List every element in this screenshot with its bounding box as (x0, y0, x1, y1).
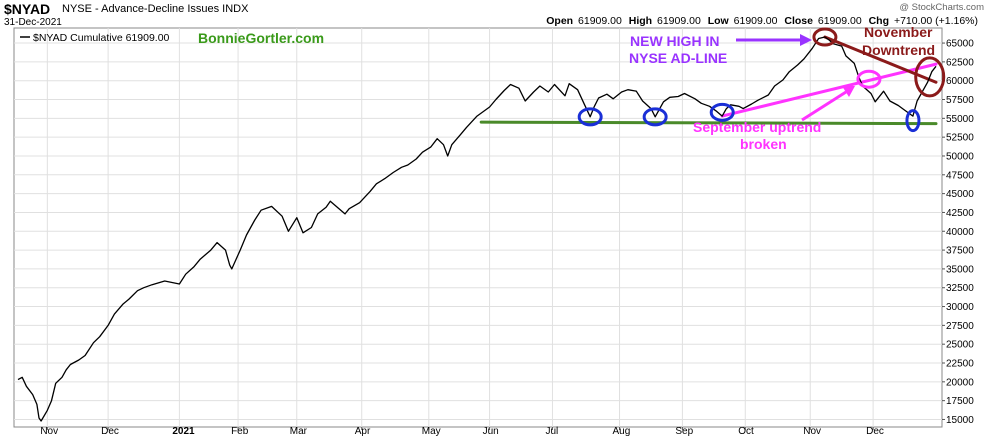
chart-symbol: $NYAD (4, 1, 51, 17)
open-label: Open (546, 15, 574, 27)
y-tick-label: 32500 (946, 283, 974, 294)
chg-value: +710.00 (+1.16%) (893, 15, 978, 27)
brand-watermark: BonnieGortler.com (198, 30, 324, 46)
highlight-circle (812, 27, 838, 47)
close-label: Close (784, 15, 813, 27)
annotations: NEW HIGH IN NYSE AD-LINE November Downtr… (629, 24, 935, 152)
annotation-november-1: November (864, 24, 933, 40)
stockcharts-credit: @ StockCharts.com (899, 2, 984, 13)
legend-label: $NYAD Cumulative 61909.00 (33, 32, 170, 44)
gridlines (14, 28, 942, 427)
open-value: 61909.00 (578, 15, 622, 27)
y-tick-label: 27500 (946, 321, 974, 332)
y-tick-label: 30000 (946, 302, 974, 313)
series-line (17, 36, 937, 422)
y-axis: 15000 17500 20000 22500 25000 27500 30000 32500… (942, 39, 974, 426)
downtrend-trendline (823, 35, 938, 84)
annotation-new-high-2: NYSE AD-LINE (629, 50, 727, 66)
y-tick-label: 40000 (946, 227, 974, 238)
drawn-trendlines (479, 35, 938, 126)
y-tick-label: 22500 (946, 359, 974, 370)
x-tick-label: Oct (738, 426, 754, 437)
highlight-circle (905, 109, 921, 133)
x-tick-label: Nov (40, 426, 58, 437)
chart-subtitle: NYSE - Advance-Decline Issues INDX (62, 3, 249, 15)
high-value: 61909.00 (657, 15, 701, 27)
low-label: Low (707, 15, 729, 27)
x-tick-label: Feb (231, 426, 249, 437)
highlight-circles (577, 27, 946, 133)
high-label: High (628, 15, 653, 27)
highlight-circle (856, 69, 882, 89)
y-tick-label: 25000 (946, 340, 974, 351)
september-arrow (801, 90, 847, 122)
highlight-circle (914, 56, 946, 98)
annotation-new-high-1: NEW HIGH IN (630, 33, 719, 49)
highlight-circle (709, 102, 735, 122)
chart-date: 31-Dec-2021 (4, 17, 62, 28)
legend: $NYAD Cumulative 61909.00 BonnieGortler.… (20, 30, 324, 46)
y-tick-label: 47500 (946, 170, 974, 181)
chg-label: Chg (868, 15, 890, 27)
x-axis: Nov Dec 2021 Feb Mar Apr May Jun Jul Aug Sep Oct Nov… (40, 426, 884, 437)
y-tick-label: 20000 (946, 377, 974, 388)
y-tick-label: 52500 (946, 133, 974, 144)
y-tick-label: 17500 (946, 396, 974, 407)
close-value: 61909.00 (817, 15, 862, 27)
annotation-november-2: Downtrend (862, 42, 935, 58)
y-tick-label: 37500 (946, 246, 974, 257)
x-tick-label: Aug (613, 426, 631, 437)
y-tick-label: 42500 (946, 208, 974, 219)
x-tick-label: Apr (355, 426, 371, 437)
x-tick-label: Sep (675, 426, 693, 437)
x-tick-label: Dec (101, 426, 119, 437)
highlight-circle (577, 107, 603, 127)
y-tick-label: 62500 (946, 57, 974, 68)
x-tick-label: Jun (483, 426, 499, 437)
y-tick-label: 57500 (946, 95, 974, 106)
highlight-circle (642, 107, 668, 127)
x-tick-label: Nov (803, 426, 821, 437)
y-tick-label: 35000 (946, 264, 974, 275)
x-tick-label: 2021 (172, 426, 195, 437)
annotation-september-2: broken (740, 136, 787, 152)
x-tick-label: May (422, 426, 441, 437)
new-high-arrowhead (800, 34, 812, 46)
y-tick-label: 50000 (946, 151, 974, 162)
plot-area (13, 27, 943, 428)
y-tick-label: 15000 (946, 415, 974, 426)
x-tick-label: Mar (290, 426, 308, 437)
y-tick-label: 60000 (946, 76, 974, 87)
x-tick-label: Dec (866, 426, 884, 437)
x-tick-label: Jul (545, 426, 558, 437)
y-tick-label: 55000 (946, 114, 974, 125)
september-arrowhead (842, 86, 855, 97)
support-trendline (479, 120, 938, 126)
y-tick-label: 65000 (946, 39, 974, 50)
ohlc-readout: Open 61909.00 High 61909.00 Low 61909.00… (542, 15, 978, 27)
annotation-september-1: September uptrend (693, 119, 821, 135)
uptrend-trendline (720, 62, 938, 118)
low-value: 61909.00 (733, 15, 778, 27)
y-tick-label: 45000 (946, 189, 974, 200)
